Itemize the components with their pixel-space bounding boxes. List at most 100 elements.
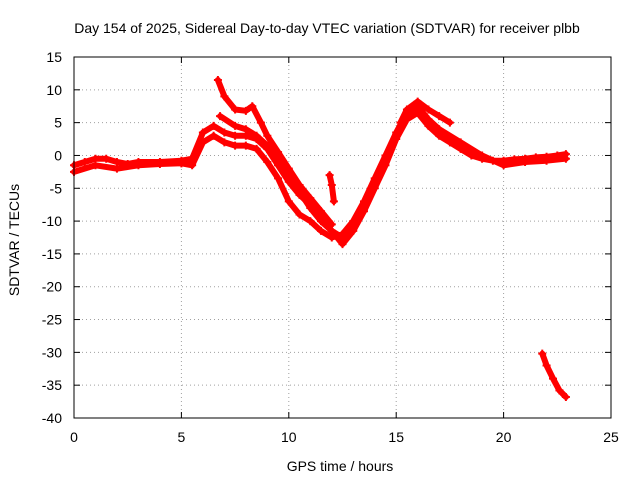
data-point [263, 141, 272, 150]
data-point [252, 144, 261, 153]
data-point [327, 226, 336, 235]
x-tick-label: 20 [496, 429, 512, 445]
data-point [499, 161, 508, 170]
data-point [542, 156, 551, 165]
data-point [209, 131, 218, 140]
data-point [274, 158, 283, 167]
y-axis-label: SDTVAR / TECUs [6, 184, 22, 296]
grid [74, 57, 611, 418]
data-point [424, 115, 433, 124]
data-point [284, 174, 293, 183]
y-tick-label: -35 [42, 377, 62, 393]
data-point [231, 105, 240, 114]
data-point [134, 161, 143, 170]
data-point [396, 118, 405, 127]
data-point [80, 158, 89, 167]
data-point [102, 154, 111, 163]
data-point [220, 128, 229, 137]
data-point [263, 158, 272, 167]
data-point [241, 125, 250, 134]
data-point [177, 159, 186, 168]
x-axis: 0 5 10 15 20 25 [70, 57, 619, 445]
data-point [521, 158, 530, 167]
x-tick-label: 10 [281, 429, 297, 445]
data-point [542, 361, 551, 370]
y-tick-label: 10 [46, 82, 62, 98]
data-point [220, 92, 229, 101]
x-tick-label: 5 [178, 429, 186, 445]
data-point [549, 374, 558, 383]
y-tick-label: -10 [42, 213, 62, 229]
data-point [435, 112, 444, 121]
data-point [252, 131, 261, 140]
data-point [198, 138, 207, 147]
data-point [198, 128, 207, 137]
data-point [188, 161, 197, 170]
data-point [306, 194, 315, 203]
data-point [424, 105, 433, 114]
data-point [274, 148, 283, 157]
data-point [263, 131, 272, 140]
data-point [359, 197, 368, 206]
x-tick-label: 15 [388, 429, 404, 445]
series-line-track-5 [397, 98, 453, 126]
data-point [306, 203, 315, 212]
data-point [209, 121, 218, 130]
data-point [317, 207, 326, 216]
y-tick-label: -40 [42, 410, 62, 426]
data-point [231, 131, 240, 140]
data-point [295, 210, 304, 219]
data-point [213, 75, 222, 84]
data-point [392, 128, 401, 137]
data-point [231, 121, 240, 130]
plot-frame [73, 56, 612, 419]
data-point [538, 349, 547, 358]
data-point [241, 141, 250, 150]
y-tick-label: 5 [54, 115, 62, 131]
y-axis: 15 10 5 0 -5 -10 -15 -20 -25 -30 -35 -40 [42, 49, 611, 426]
y-tick-label: 0 [54, 147, 62, 163]
data-point [338, 233, 347, 242]
data-point [317, 226, 326, 235]
data-point [91, 161, 100, 170]
data-point [295, 187, 304, 196]
data-point [445, 138, 454, 147]
data-point [329, 197, 338, 206]
data-point [349, 220, 358, 229]
data-point [284, 197, 293, 206]
data-point [555, 386, 564, 395]
data-point [231, 141, 240, 150]
data-point [402, 105, 411, 114]
data-point [155, 159, 164, 168]
data-point [456, 138, 465, 147]
data-point [256, 118, 265, 127]
data-point [317, 217, 326, 226]
data-point [561, 154, 570, 163]
data-point [467, 151, 476, 160]
data-point [241, 106, 250, 115]
data-point [381, 151, 390, 160]
data-point [220, 138, 229, 147]
data-point [445, 118, 454, 127]
data-point [561, 392, 570, 401]
y-tick-label: -5 [50, 180, 63, 196]
data-point [370, 174, 379, 183]
data-point [435, 125, 444, 134]
x-tick-label: 0 [70, 429, 78, 445]
y-tick-label: -30 [42, 344, 62, 360]
x-axis-label: GPS time / hours [287, 458, 394, 474]
data-point [413, 97, 422, 106]
y-tick-label: -20 [42, 279, 62, 295]
data-point [112, 164, 121, 173]
data-point [284, 164, 293, 173]
data-point [306, 217, 315, 226]
y-tick-label: -25 [42, 312, 62, 328]
series-line-track-1 [71, 109, 569, 248]
data-point [325, 171, 334, 180]
x-tick-label: 25 [603, 429, 619, 445]
chart-title: Day 154 of 2025, Sidereal Day-to-day VTE… [74, 20, 580, 36]
y-tick-label: 15 [46, 49, 62, 65]
y-tick-label: -15 [42, 246, 62, 262]
data-series [70, 75, 570, 401]
